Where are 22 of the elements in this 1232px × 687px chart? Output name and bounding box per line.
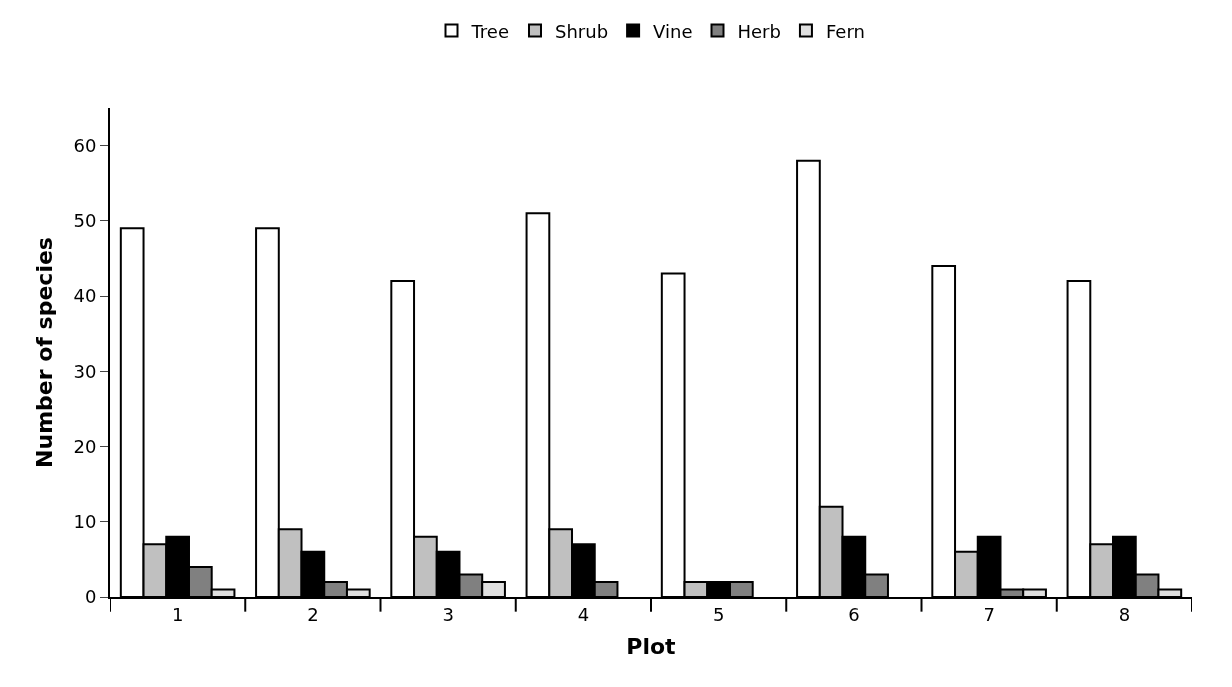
y-axis-title: Number of species: [31, 237, 57, 468]
y-tick-label: 30: [73, 360, 97, 382]
x-axis-title: Plot: [626, 634, 677, 659]
y-tick-label: 20: [73, 435, 97, 457]
legend-label: Vine: [653, 20, 693, 42]
y-tick-label: 60: [73, 134, 97, 156]
y-tick-label: 0: [84, 586, 97, 608]
y-tick-label: 40: [73, 285, 97, 307]
y-tick-label: 10: [73, 511, 97, 533]
legend-label: Fern: [825, 20, 865, 42]
x-tick-label: 8: [1118, 603, 1131, 625]
x-tick-label: 4: [577, 603, 590, 625]
y-tick-label: 50: [73, 210, 97, 232]
x-tick-label: 3: [442, 603, 454, 625]
x-tick-label: 7: [983, 603, 995, 625]
legend-label: Shrub: [555, 20, 609, 42]
legend-label: Tree: [470, 20, 510, 42]
x-tick-label: 5: [712, 603, 725, 625]
x-tick-label: 6: [848, 603, 860, 625]
legend-label: Herb: [737, 20, 781, 42]
x-tick-label: 2: [307, 603, 319, 625]
x-tick-label: 1: [171, 603, 184, 625]
